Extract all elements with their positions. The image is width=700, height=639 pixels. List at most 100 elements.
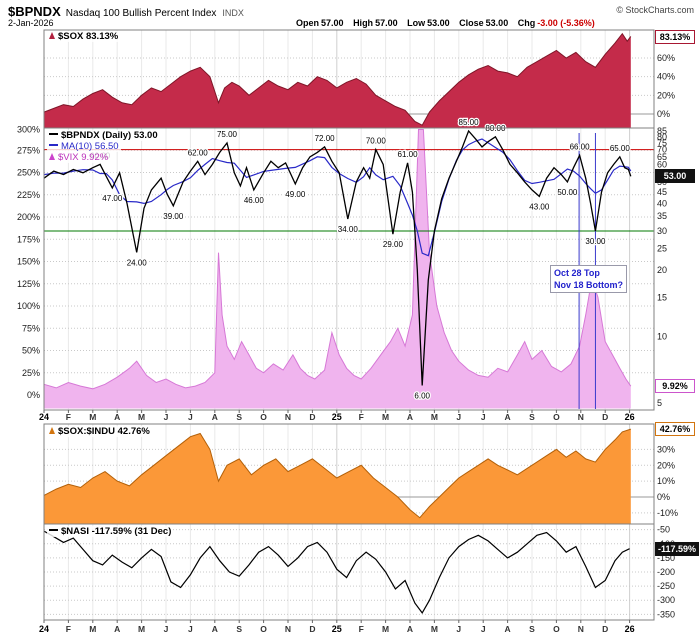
x-tick-label: J	[164, 624, 169, 634]
y-tick-label: 20	[657, 265, 667, 275]
open-label: Open	[296, 18, 320, 28]
chart-header: $BPNDX Nasdaq 100 Bullish Percent Index IN…	[8, 3, 244, 21]
x-tick-label: N	[285, 624, 291, 634]
x-tick-label: M	[431, 624, 438, 634]
nasi-legend-label: $NASI -117.59% (31 Dec)	[61, 526, 172, 537]
chg-value: -3.00 (-5.36%)	[537, 18, 595, 28]
panel-border-upper	[43, 29, 655, 411]
x-tick-label: D	[309, 624, 315, 634]
ohlc-quote: Open 57.00 High 57.00 Low 53.00 Close 53.00 …	[296, 18, 602, 28]
point-label: 70.00	[366, 137, 387, 146]
symbol-name: Nasdaq 100 Bullish Percent Index	[65, 8, 217, 19]
y-tick-label-left: 0%	[27, 390, 40, 400]
x-tick-label: M	[138, 412, 145, 422]
ma10-legend-label: MA(10) 56.50	[61, 141, 119, 152]
y-tick-label: -350	[657, 609, 675, 619]
open-value: 57.00	[321, 18, 344, 28]
point-label: 75.00	[217, 130, 238, 139]
point-label: 29.00	[383, 240, 404, 249]
x-tick-label: M	[89, 412, 96, 422]
sox-area	[44, 33, 631, 128]
x-tick-label: F	[359, 624, 364, 634]
x-tick-label: 24	[39, 624, 49, 634]
y-tick-label-left: 225%	[17, 190, 40, 200]
ratio-value-badge: 42.76%	[655, 422, 695, 436]
x-tick-label: D	[309, 412, 315, 422]
high-label: High	[353, 18, 374, 28]
y-tick-label: 80	[657, 132, 667, 142]
page-title: $BPNDX	[8, 4, 61, 19]
y-tick-label-left: 300%	[17, 125, 40, 135]
y-tick-label: 70	[657, 145, 667, 155]
copyright-link[interactable]: © StockCharts.com	[616, 5, 694, 15]
x-tick-label: J	[164, 412, 169, 422]
x-tick-label: O	[260, 412, 267, 422]
y-tick-label: 60%	[657, 53, 675, 63]
x-tick-label: D	[602, 624, 608, 634]
y-tick-label-left: 175%	[17, 234, 40, 244]
point-label: 61.00	[398, 150, 419, 159]
point-label: 24.00	[127, 258, 148, 267]
point-label: 50.00	[557, 188, 578, 197]
close-label: Close	[459, 18, 484, 28]
bpndx-marker-icon	[49, 133, 58, 136]
y-tick-label-left: 275%	[17, 145, 40, 155]
x-tick-label: A	[114, 624, 120, 634]
y-tick-label: 10%	[657, 476, 675, 486]
quote-row: 2-Jan-2026 Open 57.00 High 57.00 Low 53.00 …	[8, 18, 595, 28]
point-label: 39.00	[163, 212, 184, 221]
ratio-legend: $SOX:$INDU 42.76%	[47, 426, 152, 437]
y-tick-label-left: 75%	[22, 323, 40, 333]
x-tick-label: A	[505, 624, 511, 634]
y-tick-label: 35	[657, 211, 667, 221]
bpndx-legend-label: $BPNDX (Daily) 53.00	[61, 130, 158, 141]
x-tick-label: M	[382, 624, 389, 634]
y-tick-label: -200	[657, 567, 675, 577]
y-tick-label: 30	[657, 226, 667, 236]
x-tick-label: 26	[625, 624, 635, 634]
x-tick-label: 26	[625, 412, 635, 422]
y-tick-label: 75	[657, 138, 667, 148]
vix-legend-label: $VIX 9.92%	[58, 152, 109, 163]
x-tick-label: M	[382, 412, 389, 422]
high-value: 57.00	[375, 18, 398, 28]
y-tick-label: 30%	[657, 444, 675, 454]
vix-marker-icon	[49, 153, 55, 160]
y-tick-label: 15	[657, 293, 667, 303]
x-tick-label: J	[481, 412, 486, 422]
bpndx-value-badge: 53.00	[655, 169, 695, 183]
ratio-marker-icon	[49, 427, 55, 434]
x-tick-label: A	[212, 412, 218, 422]
vix-legend: $VIX 9.92%	[47, 152, 111, 163]
x-tick-label: J	[188, 412, 193, 422]
x-tick-label: J	[456, 624, 461, 634]
annotation-line-2: Nov 18 Bottom?	[554, 280, 624, 290]
x-tick-label: S	[529, 412, 535, 422]
chart-date: 2-Jan-2026	[8, 18, 54, 28]
y-tick-label: -50	[657, 525, 670, 535]
y-tick-label: 20%	[657, 460, 675, 470]
y-tick-label: -300	[657, 595, 675, 605]
x-tick-label: J	[456, 412, 461, 422]
x-tick-label: O	[260, 624, 267, 634]
x-tick-label: M	[89, 624, 96, 634]
y-tick-label-left: 200%	[17, 212, 40, 222]
ratio-area	[44, 429, 631, 524]
panel-border-lower	[43, 423, 655, 621]
y-tick-label: 25	[657, 243, 667, 253]
sox-line	[43, 32, 632, 126]
x-tick-label: 24	[39, 412, 49, 422]
y-tick-label: 20%	[657, 90, 675, 100]
low-value: 53.00	[427, 18, 450, 28]
nasi-line	[43, 530, 630, 614]
y-tick-label: 0%	[657, 492, 670, 502]
nasi-legend: $NASI -117.59% (31 Dec)	[47, 526, 174, 537]
event-annotation: Oct 28 Top Nov 18 Bottom?	[550, 265, 628, 293]
sox-legend: $SOX 83.13%	[47, 31, 121, 42]
y-tick-label: 60	[657, 159, 667, 169]
x-tick-label: F	[66, 624, 71, 634]
x-tick-label: A	[407, 624, 413, 634]
x-tick-label: A	[505, 412, 511, 422]
y-tick-label: 40	[657, 198, 667, 208]
